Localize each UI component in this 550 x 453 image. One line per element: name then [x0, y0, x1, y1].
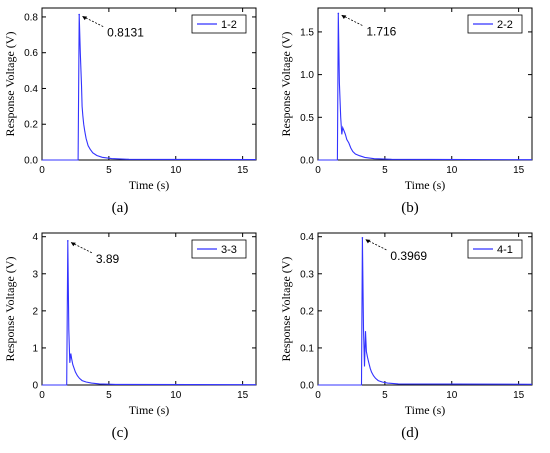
chart-panel-3: 0 5 10 15 0 1 2 3 4 3.89 3-3 Time (s) Response Volta… [3, 232, 257, 441]
arrowhead-icon [341, 14, 347, 19]
peak-point [337, 12, 340, 15]
chart-panel-1: 0 5 10 15 0.0 0.2 0.4 0.6 0.8 0.8131 1-2 Time (s) Re… [3, 7, 257, 216]
x-tick-label: 5 [382, 390, 388, 401]
y-tick-label: 4 [32, 232, 38, 243]
x-tick-label: 10 [446, 165, 458, 176]
x-tick-label: 15 [237, 165, 249, 176]
y-tick-label: 0.5 [300, 113, 314, 124]
y-tick-label: 3 [32, 269, 38, 280]
legend-box [191, 239, 247, 259]
series-line [42, 240, 257, 386]
y-tick-label: 1 [32, 343, 38, 354]
legend-box [467, 239, 523, 259]
x-tick-label: 5 [382, 165, 388, 176]
y-axis-label: Response Voltage (V) [3, 32, 17, 137]
peak-annotation: 0.3969 [390, 249, 427, 263]
arrowhead-icon [365, 239, 371, 244]
y-tick-label: 0.4 [300, 232, 314, 243]
x-axis-label: Time (s) [405, 178, 446, 192]
plot-frame [317, 7, 533, 161]
x-tick-label: 5 [106, 165, 112, 176]
y-tick-label: 1.0 [300, 70, 314, 81]
legend-label: 3-3 [221, 244, 237, 256]
series-line [42, 14, 257, 161]
y-tick-label: 0 [32, 381, 38, 392]
panel-caption: (b) [401, 200, 419, 216]
y-tick-label: 0.3 [300, 269, 314, 280]
arrowhead-icon [82, 16, 88, 21]
x-tick-label: 10 [170, 165, 182, 176]
plot-frame [317, 232, 533, 386]
x-tick-label: 10 [446, 390, 458, 401]
y-tick-label: 0.2 [300, 306, 314, 317]
y-axis-label: Response Voltage (V) [279, 32, 293, 137]
chart-panel-4: 0 5 10 15 0.0 0.1 0.2 0.3 0.4 0.3969 4-1 Time (s) Re… [279, 232, 533, 441]
y-tick-label: 0.1 [300, 343, 314, 354]
panel-caption: (d) [401, 425, 419, 441]
x-axis-label: Time (s) [129, 178, 170, 192]
y-tick-label: 0.0 [24, 156, 38, 167]
y-tick-label: 2 [32, 306, 38, 317]
x-axis-label: Time (s) [129, 403, 170, 417]
peak-point [361, 237, 364, 239]
legend-label: 4-1 [497, 244, 513, 256]
annotation-arrow [70, 241, 92, 254]
x-tick-label: 10 [170, 390, 182, 401]
peak-point [67, 239, 69, 242]
annotation-arrow [341, 14, 363, 26]
panel-caption: (c) [112, 425, 129, 441]
y-tick-label: 0.6 [24, 48, 38, 59]
y-tick-label: 0.0 [300, 156, 314, 167]
peak-point [78, 13, 80, 16]
x-tick-label: 0 [315, 165, 321, 176]
annotation-arrow [365, 238, 387, 251]
x-tick-label: 15 [513, 165, 525, 176]
y-tick-label: 1.5 [300, 27, 314, 38]
chart-panel-2: 0 5 10 15 0.0 0.5 1.0 1.5 1.716 2-2 Time (s) Respon… [279, 7, 533, 216]
x-tick-label: 0 [39, 165, 45, 176]
peak-annotation: 0.8131 [107, 26, 144, 40]
y-tick-label: 0.0 [300, 381, 314, 392]
y-tick-label: 0.2 [24, 120, 38, 131]
y-tick-label: 0.8 [24, 12, 38, 23]
legend-label: 2-2 [497, 19, 513, 31]
series-line [318, 237, 533, 386]
x-tick-label: 0 [315, 390, 321, 401]
x-tick-label: 0 [39, 390, 45, 401]
legend-box [191, 14, 247, 34]
x-tick-label: 15 [237, 390, 249, 401]
series-line [318, 13, 533, 161]
peak-annotation: 1.716 [366, 24, 396, 38]
panel-caption: (a) [112, 200, 129, 216]
legend-label: 1-2 [221, 19, 237, 31]
plot-frame [41, 7, 257, 161]
x-tick-label: 5 [106, 390, 112, 401]
legend-box [467, 14, 523, 34]
y-tick-label: 0.4 [24, 84, 38, 95]
x-tick-label: 15 [513, 390, 525, 401]
y-axis-label: Response Voltage (V) [3, 257, 17, 362]
peak-annotation: 3.89 [96, 252, 120, 266]
y-axis-label: Response Voltage (V) [279, 257, 293, 362]
x-axis-label: Time (s) [405, 403, 446, 417]
annotation-arrow [82, 15, 104, 27]
arrowhead-icon [70, 242, 76, 247]
